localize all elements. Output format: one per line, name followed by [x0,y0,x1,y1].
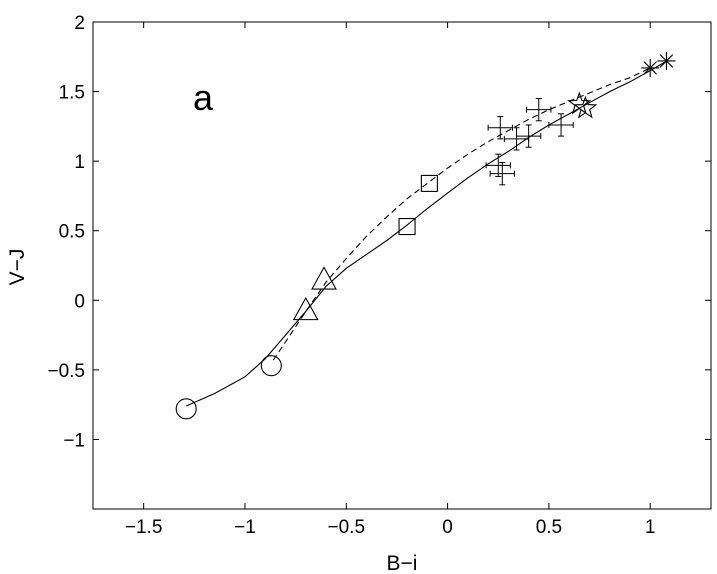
star-marker [573,95,598,119]
error-bar-point [548,113,574,137]
error-bar-point [489,162,515,186]
annotation-label: a [193,77,214,118]
y-tick-label: 2 [74,13,85,34]
square-marker [420,174,438,192]
error-bar-point [485,153,511,177]
circle-marker [175,398,197,420]
y-tick-label: 0.5 [59,222,85,243]
x-tick-label: −0.5 [328,517,366,538]
triangle-marker [292,296,319,321]
x-tick-label: 0 [442,517,453,538]
y-tick-label: 1 [74,152,85,173]
dashed-curve [272,67,651,361]
ticks: −1.5 −1 −0.5 0 0.5 1 −1 −0.5 0 0.5 1 1.5 2 [47,13,711,538]
y-axis-label: V−J [6,249,29,286]
asterisk-marker [641,58,660,77]
plot-area [92,21,712,510]
triangle-marker [311,266,337,290]
x-tick-label: −1 [234,517,256,538]
y-tick-label: −0.5 [47,361,85,382]
x-tick-label: 0.5 [536,517,562,538]
circle-marker [260,355,282,377]
solid-curve [185,61,665,407]
y-tick-label: −1 [63,430,85,451]
asterisk-marker [657,51,676,70]
y-tick-label: 1.5 [59,83,85,104]
x-axis-label: B−i [387,552,418,574]
error-bar-point [487,116,513,140]
square-marker [398,217,416,236]
markers [175,51,676,420]
y-tick-label: 0 [74,291,85,312]
error-bar-point [515,124,542,148]
error-bar-point [526,98,552,122]
curves [185,61,665,407]
error-bars [485,98,574,186]
x-tick-label: −1.5 [125,517,163,538]
x-tick-label: 1 [645,517,656,538]
